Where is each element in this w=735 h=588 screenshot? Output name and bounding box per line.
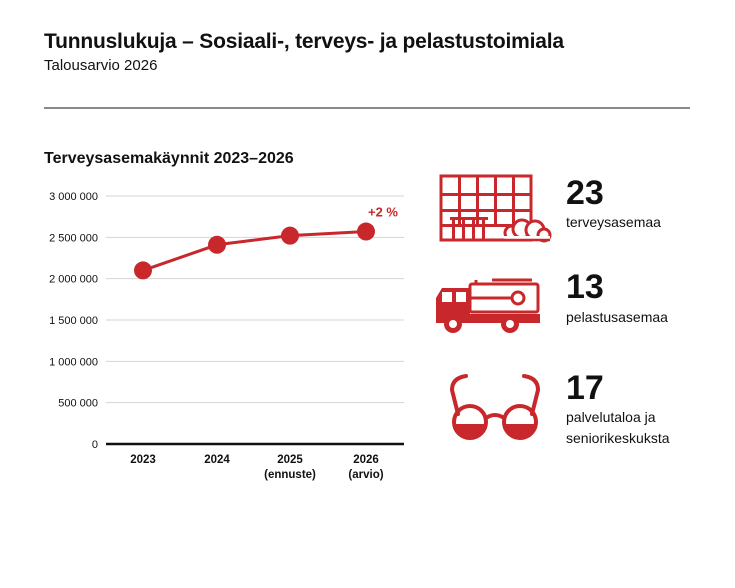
stat-number-health-stations: 23 <box>566 174 604 212</box>
x-tick-note: (arvio) <box>348 469 383 481</box>
glasses-icon <box>449 374 541 440</box>
x-tick-label: 2025 <box>277 454 303 466</box>
line-chart: 0 500 000 1 000 000 1 500 000 2 000 000 2 500… <box>49 191 404 481</box>
y-tick-label: 1 000 000 <box>49 356 98 368</box>
y-tick-label: 0 <box>92 439 98 451</box>
y-tick-label: 2 500 000 <box>49 232 98 244</box>
x-tick-label: 2023 <box>130 454 156 466</box>
x-tick-label: 2026 <box>353 454 379 466</box>
y-tick-label: 3 000 000 <box>49 191 98 203</box>
divider <box>44 107 690 109</box>
series-line <box>142 230 367 272</box>
data-point <box>208 235 226 254</box>
data-point <box>281 226 299 245</box>
stat-label-rescue-stations: pelastusasemaa <box>566 309 668 325</box>
y-tick-label: 1 500 000 <box>49 315 98 327</box>
stat-label-health-stations: terveysasemaa <box>566 214 661 230</box>
y-tick-label: 500 000 <box>58 398 98 410</box>
y-tick-label: 2 000 000 <box>49 274 98 286</box>
stat-number-service-homes: 17 <box>566 369 604 407</box>
x-tick-note: (ennuste) <box>264 469 316 481</box>
fire-truck-icon <box>436 278 540 333</box>
x-tick-label: 2024 <box>204 454 230 466</box>
change-annotation: +2 % <box>368 205 398 220</box>
page-title: Tunnuslukuja – Sosiaali-, terveys- ja pe… <box>44 30 564 53</box>
page-subtitle: Talousarvio 2026 <box>44 57 158 74</box>
health-station-building-icon <box>439 174 552 243</box>
data-point <box>134 261 152 280</box>
chart-title: Terveysasemakäynnit 2023–2026 <box>44 150 294 167</box>
data-point <box>357 222 375 241</box>
stat-number-rescue-stations: 13 <box>566 268 604 306</box>
stat-label-service-homes: palvelutaloa ja seniorikeskuksta <box>566 409 670 446</box>
